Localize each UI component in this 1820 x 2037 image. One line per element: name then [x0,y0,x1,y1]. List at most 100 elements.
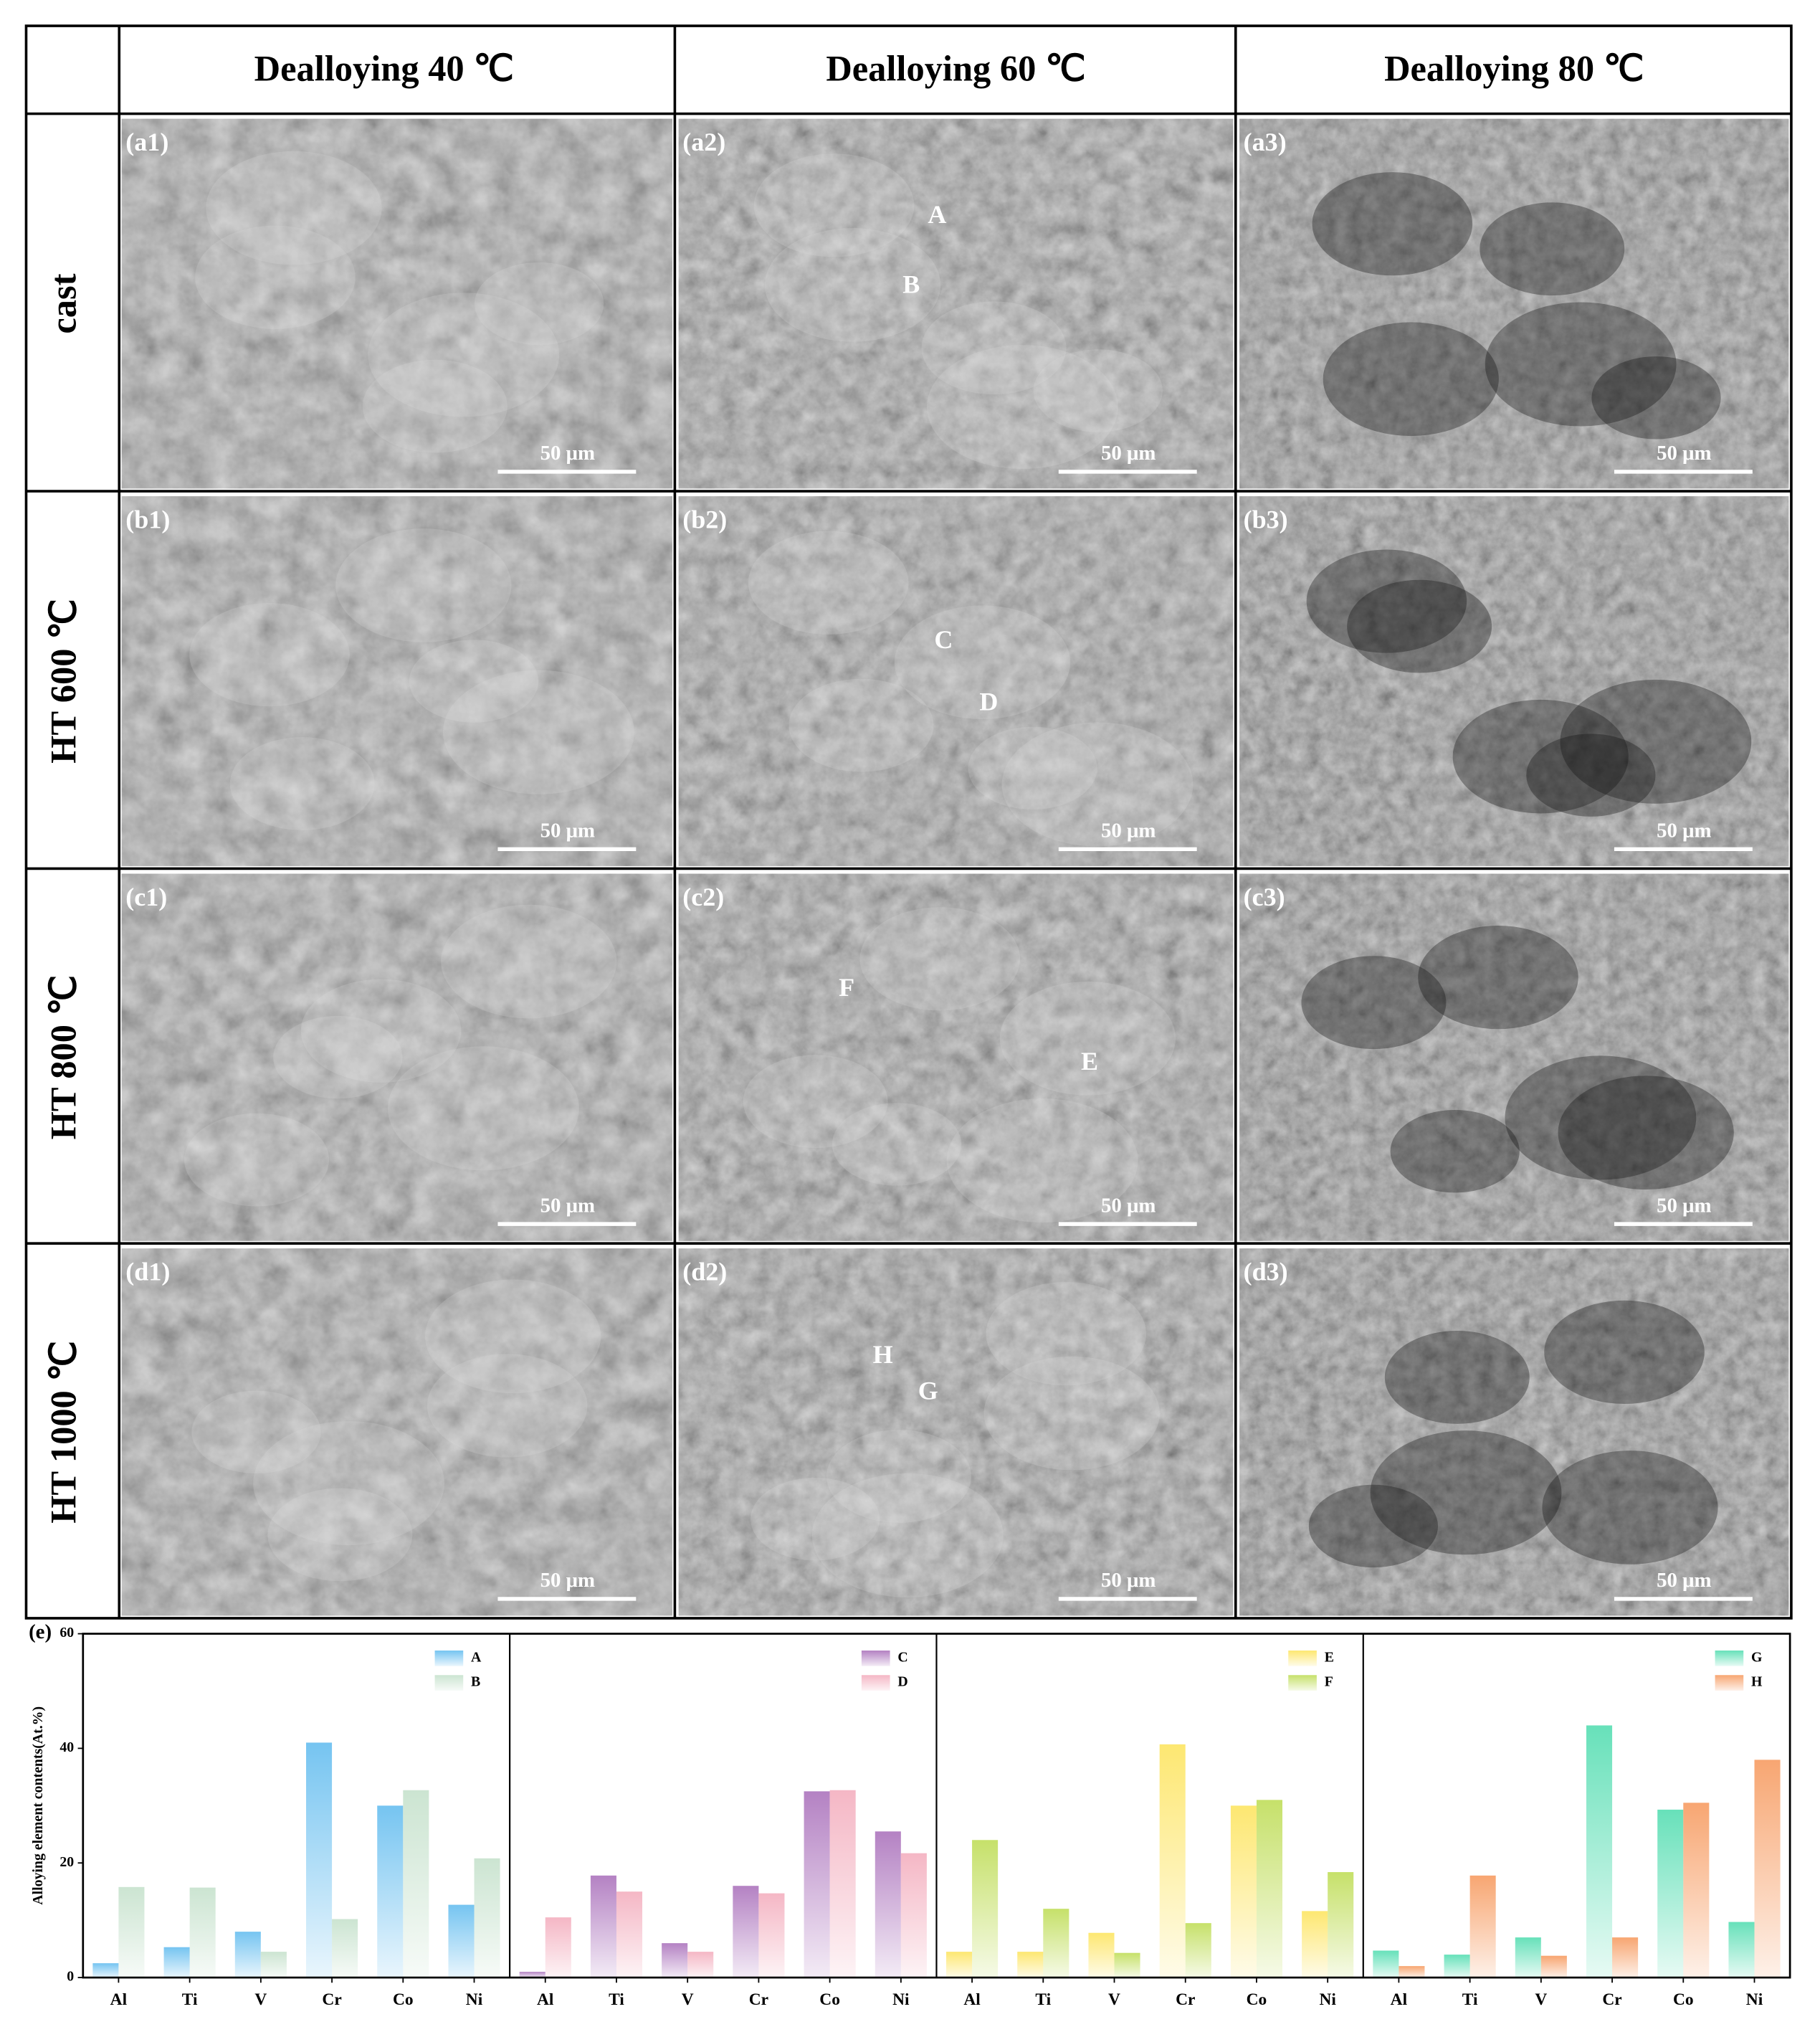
point-label: F [839,973,854,1002]
sem-feature [191,1390,321,1474]
sem-feature [1323,322,1499,437]
x-tick-label: Cr [1602,1990,1621,2009]
legend-label: A [471,1649,482,1665]
bar [332,1919,358,1978]
panel-label: (e) [29,1620,52,1643]
panel-label: (a2) [682,128,725,156]
x-tick-label: Al [110,1990,128,2009]
sem-feature [189,603,350,707]
sem-image [678,873,1234,1241]
sem-feature [368,293,560,417]
legend-label: E [1325,1649,1334,1665]
sem-feature [927,345,1118,470]
point-label: A [928,200,946,229]
bar [687,1952,714,1978]
bar [1256,1800,1283,1978]
bar [403,1790,429,1978]
sem-feature [968,726,1097,810]
x-tick-label: V [1535,1990,1547,2009]
sem-feature [1370,1430,1562,1555]
bar [1088,1932,1115,1978]
scale-bar-label: 50 μm [540,1194,595,1217]
legend-swatch [1715,1651,1744,1666]
sem-feature [983,1356,1160,1471]
bar [306,1742,333,1978]
chart-frame [82,1633,1791,1979]
panel-label: (c1) [125,883,167,911]
sem-feature [409,640,539,723]
sem-feature [859,907,1021,1011]
sem-feature [388,1046,579,1171]
bar [1230,1805,1257,1978]
bar [1469,1875,1496,1978]
bar [590,1875,616,1978]
sem-feature [748,531,909,635]
point-label: G [918,1377,938,1405]
sem-image [1239,496,1789,866]
bar [1728,1922,1755,1978]
sem-feature [427,1354,588,1458]
bar [1515,1937,1541,1978]
sem-feature [300,979,462,1083]
bar [1612,1937,1639,1978]
scale-bar-label: 50 μm [540,442,595,465]
x-tick-label: Ni [892,1990,910,2009]
x-tick-label: V [254,1990,267,2009]
y-axis-label: Alloying element contents(At.%) [30,1706,46,1905]
sem-feature [441,904,617,1019]
legend-label: D [897,1674,907,1690]
x-tick-label: Al [537,1990,554,2009]
sem-feature [999,981,1176,1096]
x-tick-label: Co [1247,1990,1267,2009]
scale-bar-label: 50 μm [1657,442,1711,465]
bar [1159,1744,1186,1978]
sem-feature [946,1098,1138,1223]
y-tick-label: 60 [59,1625,74,1640]
sem-feature [826,1430,971,1523]
legend-swatch [861,1675,890,1691]
sem-feature [253,1421,444,1546]
x-tick-label: Al [1391,1990,1408,2009]
sem-image [678,496,1234,866]
bar [616,1891,643,1978]
sem-feature [1347,579,1492,673]
sem-feature [1033,349,1163,432]
bar [946,1952,973,1978]
bar [1114,1952,1140,1978]
bar [829,1790,856,1978]
point-label: B [902,270,920,298]
scale-bar-label: 50 μm [1101,1569,1156,1592]
bar [118,1886,145,1978]
bar [1185,1923,1211,1978]
panel-label: (b1) [125,505,170,534]
bar [377,1805,404,1978]
bar [1586,1725,1613,1978]
sem-feature [1560,679,1752,804]
x-tick-label: Ti [1035,1990,1051,2009]
sem-feature [1390,1110,1520,1193]
sem-feature [184,1113,329,1207]
sem-image [678,1248,1234,1616]
panel-label: (b3) [1244,505,1288,534]
scale-bar-label: 50 μm [1101,820,1156,842]
column-header: Dealloying 40 ℃ [254,49,514,89]
sem-feature [1558,1076,1734,1190]
row-header: HT 1000 ℃ [44,1341,84,1524]
x-tick-label: Ti [609,1990,624,2009]
panel-label: (a1) [125,128,168,156]
scale-bar-label: 50 μm [1657,820,1711,842]
sem-feature [1542,1450,1718,1564]
x-tick-label: Co [1673,1990,1694,2009]
y-tick-label: 0 [67,1969,74,1985]
x-tick-label: Cr [1176,1990,1195,2009]
sem-image [1239,873,1789,1241]
x-tick-label: Ni [1746,1990,1763,2009]
panel-label: (c3) [1244,883,1285,911]
sem-feature [1505,1055,1697,1180]
sem-feature [751,1478,880,1561]
x-tick-label: Cr [749,1990,768,2009]
bar [1302,1911,1328,1978]
sem-feature [335,528,512,642]
legend-label: F [1325,1674,1333,1690]
x-tick-label: Cr [322,1990,341,2009]
